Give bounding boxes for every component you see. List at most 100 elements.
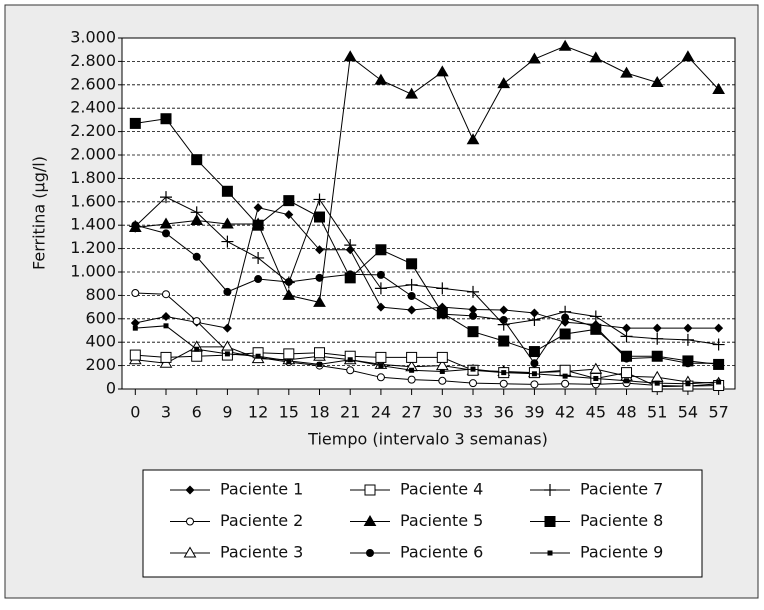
marker (161, 311, 171, 321)
marker (129, 117, 141, 129)
x-tick-label: 33 (463, 403, 483, 422)
marker (366, 549, 374, 557)
y-tick-label: 1.400 (70, 215, 116, 234)
x-tick-label: 12 (248, 403, 268, 422)
marker (283, 195, 295, 207)
marker (221, 235, 234, 248)
marker (190, 214, 204, 226)
marker (163, 323, 169, 329)
marker (469, 311, 478, 320)
marker (406, 258, 418, 270)
x-tick-label: 15 (279, 403, 299, 422)
marker (376, 270, 385, 279)
marker (498, 335, 510, 347)
marker (314, 347, 326, 359)
marker (252, 219, 264, 231)
marker (621, 367, 633, 379)
marker (347, 357, 353, 363)
marker (130, 318, 140, 328)
plot-area (121, 37, 736, 390)
series-line (135, 325, 719, 385)
x-axis-label: Tiempo (intervalo 3 semanas) (307, 430, 548, 449)
marker (652, 323, 662, 333)
marker (467, 285, 480, 298)
marker (651, 350, 663, 362)
marker (714, 323, 724, 333)
marker (185, 485, 195, 495)
marker (194, 346, 200, 352)
marker (314, 211, 326, 223)
marker (682, 355, 694, 367)
marker (409, 367, 415, 373)
marker (712, 82, 725, 94)
marker (712, 338, 725, 351)
marker (375, 351, 387, 363)
marker (221, 185, 233, 197)
marker (499, 379, 508, 388)
marker (317, 361, 323, 367)
marker (160, 351, 172, 363)
y-tick-label: 1.000 (70, 262, 116, 281)
marker (253, 203, 263, 213)
legend-label: Paciente 2 (220, 511, 303, 530)
x-tick-label: 6 (192, 403, 202, 422)
x-tick-label: 18 (309, 403, 329, 422)
marker (438, 376, 447, 385)
y-tick-label: 1.600 (70, 191, 116, 210)
marker (344, 239, 357, 252)
marker (162, 290, 171, 299)
y-tick-label: 200 (85, 355, 116, 374)
marker (439, 368, 445, 374)
marker (223, 287, 232, 296)
legend-label: Paciente 3 (220, 543, 303, 562)
marker (315, 245, 325, 255)
marker (129, 220, 142, 233)
legend-label: Paciente 9 (580, 543, 663, 562)
marker (159, 217, 173, 229)
y-tick-label: 2.600 (70, 74, 116, 93)
marker (466, 133, 480, 145)
y-tick-label: 2.200 (70, 121, 116, 140)
y-tick-label: 2.000 (70, 145, 116, 164)
marker (376, 373, 385, 382)
y-tick-label: 2.400 (70, 98, 116, 117)
marker (405, 87, 418, 99)
x-tick-label: 24 (371, 403, 391, 422)
marker (436, 282, 449, 295)
x-tick-label: 0 (130, 403, 140, 422)
marker (651, 332, 664, 345)
marker (435, 65, 449, 77)
marker (191, 350, 203, 362)
y-tick-label: 0 (106, 379, 116, 398)
marker (468, 304, 478, 314)
marker (590, 323, 602, 335)
marker (190, 206, 203, 219)
marker (192, 252, 201, 261)
marker (406, 351, 418, 363)
marker (378, 363, 384, 369)
marker (716, 379, 722, 385)
x-tick-label: 51 (647, 403, 667, 422)
marker (284, 210, 294, 220)
marker (346, 366, 355, 375)
x-tick-label: 9 (222, 403, 232, 422)
marker (501, 370, 507, 376)
marker (470, 366, 476, 372)
marker (529, 308, 539, 318)
marker (544, 516, 556, 527)
series-line (134, 196, 719, 346)
marker (559, 328, 571, 340)
series-line (135, 207, 719, 329)
marker (713, 358, 725, 370)
marker (589, 310, 602, 323)
legend-box (142, 469, 703, 578)
marker (343, 50, 357, 62)
marker (436, 307, 448, 319)
marker (186, 517, 194, 526)
series-line (135, 45, 719, 304)
marker (183, 546, 197, 558)
marker (374, 282, 387, 295)
marker (282, 288, 296, 300)
marker (344, 272, 356, 284)
